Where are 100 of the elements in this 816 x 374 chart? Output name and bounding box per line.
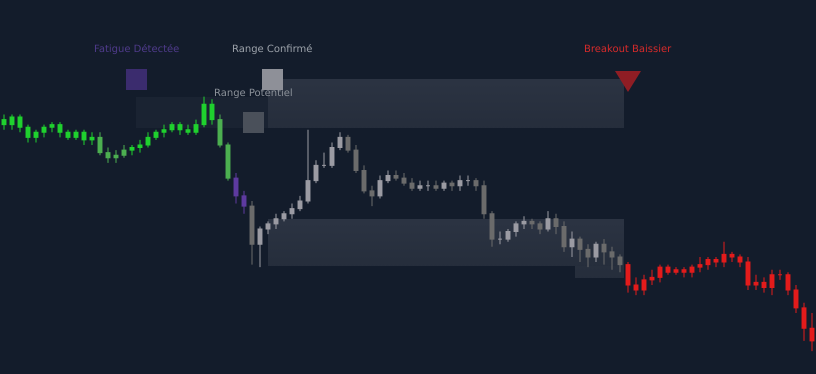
candlestick bbox=[626, 262, 630, 294]
candlestick bbox=[754, 274, 758, 291]
candlestick bbox=[514, 220, 518, 238]
candlestick bbox=[82, 129, 86, 146]
candlestick bbox=[506, 228, 510, 242]
candlestick bbox=[778, 269, 782, 280]
candlestick bbox=[10, 114, 14, 130]
candlestick bbox=[786, 272, 790, 296]
candlestick bbox=[202, 96, 206, 128]
candlestick bbox=[282, 210, 286, 222]
candlestick bbox=[674, 266, 678, 276]
candlestick bbox=[770, 269, 774, 296]
candlestick bbox=[746, 256, 750, 291]
candlestick bbox=[234, 172, 238, 204]
candlestick bbox=[682, 266, 686, 278]
candlestick bbox=[362, 164, 366, 194]
candlestick bbox=[578, 236, 582, 263]
candlestick bbox=[546, 210, 550, 232]
candlestick bbox=[618, 254, 622, 273]
candlestick bbox=[210, 98, 214, 126]
candlestick bbox=[338, 132, 342, 151]
candlestick bbox=[418, 180, 422, 192]
candlestick bbox=[66, 129, 70, 140]
candlestick bbox=[154, 129, 158, 140]
candlestick bbox=[490, 210, 494, 248]
candlestick bbox=[114, 150, 118, 164]
candlestick bbox=[354, 144, 358, 174]
candlestick bbox=[562, 220, 566, 252]
candlestick bbox=[498, 231, 502, 245]
candlestick bbox=[26, 124, 30, 143]
candlestick bbox=[242, 190, 246, 214]
candlestick bbox=[138, 139, 142, 154]
candlestick bbox=[466, 175, 470, 186]
candlestick bbox=[266, 220, 270, 235]
candlestick bbox=[602, 238, 606, 266]
candlestick bbox=[642, 274, 646, 296]
candlestick bbox=[730, 251, 734, 263]
candlestick bbox=[570, 231, 574, 258]
candlestick bbox=[178, 122, 182, 136]
candlestick bbox=[162, 124, 166, 138]
candlestick bbox=[538, 220, 542, 235]
candlestick bbox=[394, 170, 398, 182]
candlestick bbox=[738, 254, 742, 268]
candlestick bbox=[218, 114, 222, 148]
candlestick bbox=[2, 114, 6, 130]
candlestick bbox=[170, 122, 174, 133]
candlestick bbox=[98, 132, 102, 156]
candlestick bbox=[634, 276, 638, 296]
candlestick bbox=[386, 170, 390, 184]
candlestick bbox=[610, 246, 614, 270]
candlestick bbox=[322, 152, 326, 168]
candlestick bbox=[450, 180, 454, 192]
candlestick bbox=[58, 122, 62, 138]
candlestick bbox=[314, 160, 318, 184]
text: Fatigue Détectée bbox=[94, 44, 180, 55]
candlestick bbox=[706, 256, 710, 270]
candlestick bbox=[226, 142, 230, 182]
annotation: Range Potentiel bbox=[214, 88, 293, 99]
candlestick bbox=[306, 129, 310, 204]
candlestick bbox=[762, 276, 766, 294]
candlestick bbox=[258, 226, 262, 268]
candlestick bbox=[330, 142, 334, 168]
candlestick bbox=[250, 200, 254, 266]
candlestick bbox=[274, 213, 278, 230]
text: Breakout Baissier bbox=[584, 44, 672, 55]
candlestick bbox=[482, 180, 486, 220]
candlestick bbox=[714, 256, 718, 268]
candlestick bbox=[554, 213, 558, 235]
candlestick bbox=[586, 244, 590, 268]
candlestick bbox=[194, 119, 198, 136]
candlestick bbox=[442, 180, 446, 192]
candlestick bbox=[426, 180, 430, 192]
candlestick bbox=[722, 241, 726, 268]
candlestick bbox=[658, 264, 662, 283]
candlestick bbox=[186, 124, 190, 136]
candlestick bbox=[402, 172, 406, 186]
candlestick bbox=[410, 178, 414, 192]
candlestick bbox=[90, 132, 94, 146]
candlestick bbox=[74, 129, 78, 140]
candlestick bbox=[18, 114, 22, 133]
candlestick bbox=[130, 144, 134, 156]
candlestick bbox=[802, 302, 806, 342]
candlestick bbox=[794, 284, 798, 314]
candlestick bbox=[106, 147, 110, 164]
candlestick bbox=[594, 241, 598, 263]
candlestick bbox=[522, 216, 526, 230]
candlestick bbox=[370, 185, 374, 207]
candlestick bbox=[666, 264, 670, 276]
candlestick bbox=[650, 269, 654, 286]
candlestick bbox=[34, 129, 38, 143]
candlestick bbox=[50, 122, 54, 133]
candlestick bbox=[530, 218, 534, 230]
candlestick bbox=[698, 256, 702, 273]
candlestick bbox=[146, 132, 150, 148]
candlestick bbox=[346, 134, 350, 154]
candlestick bbox=[298, 195, 302, 212]
candlestick bbox=[42, 124, 46, 138]
candlestick bbox=[690, 264, 694, 278]
candlestick bbox=[290, 203, 294, 220]
text: Range Confirmé bbox=[232, 44, 312, 55]
